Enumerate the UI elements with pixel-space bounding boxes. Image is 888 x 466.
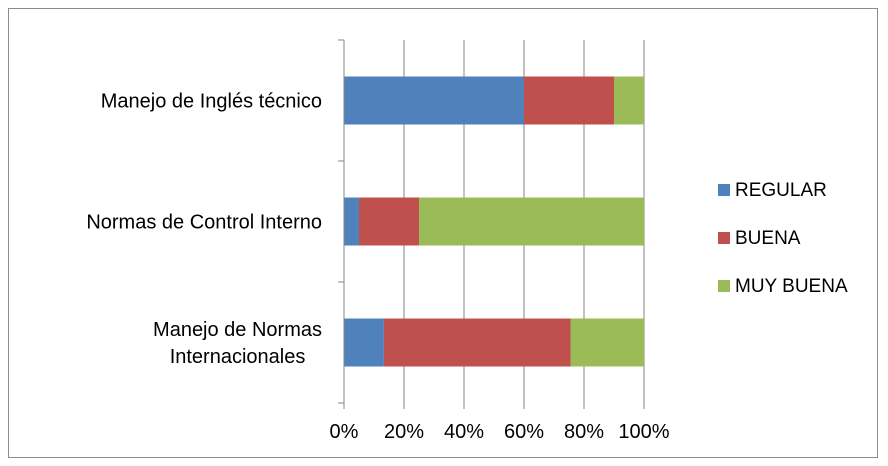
- bar-segment: [383, 318, 571, 367]
- category-label: Manejo de Inglés técnico: [101, 91, 322, 113]
- bars: [344, 76, 644, 367]
- legend: REGULAR BUENA MUY BUENA: [718, 180, 848, 297]
- legend-swatch: [718, 184, 730, 196]
- bar-segment: [359, 197, 419, 246]
- legend-swatch: [718, 232, 730, 244]
- bar-segment: [344, 197, 359, 246]
- x-tick-label: 80%: [564, 421, 604, 443]
- legend-swatch: [718, 280, 730, 292]
- bar-segment: [419, 197, 644, 246]
- legend-label: REGULAR: [735, 180, 827, 201]
- bar-segment: [614, 76, 644, 125]
- legend-label: MUY BUENA: [735, 276, 848, 297]
- bar-segment: [570, 318, 644, 367]
- category-label: Normas de Control Interno: [86, 212, 322, 234]
- bar-segment: [524, 76, 614, 125]
- x-tick-label: 60%: [504, 421, 544, 443]
- bar-segment: [344, 76, 524, 125]
- category-label: Internacionales: [170, 346, 306, 368]
- x-tick-label: 20%: [384, 421, 424, 443]
- legend-label: BUENA: [735, 228, 801, 249]
- x-tick-label: 100%: [618, 421, 669, 443]
- x-tick-labels: 0% 20% 40% 60% 80% 100%: [330, 421, 670, 443]
- x-tick-label: 0%: [330, 421, 359, 443]
- category-label: Manejo de Normas: [153, 319, 322, 341]
- bar-segment: [344, 318, 384, 367]
- axes: [338, 39, 645, 409]
- category-labels: Manejo de Inglés técnico Normas de Contro…: [86, 91, 322, 369]
- x-tick-label: 40%: [444, 421, 484, 443]
